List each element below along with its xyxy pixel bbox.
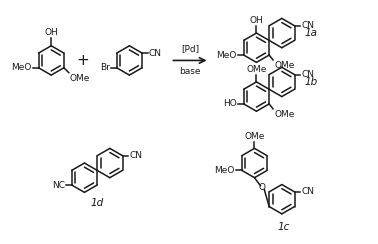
Text: CN: CN [301, 187, 314, 196]
Text: MeO: MeO [217, 51, 237, 60]
Text: OMe: OMe [246, 65, 266, 74]
Text: O: O [259, 183, 266, 192]
Text: +: + [76, 53, 89, 68]
Text: CN: CN [301, 70, 314, 79]
Text: OMe: OMe [274, 110, 294, 119]
Text: base: base [179, 67, 201, 76]
Text: [Pd]: [Pd] [181, 45, 199, 54]
Text: 1b: 1b [304, 77, 318, 87]
Text: 1c: 1c [277, 222, 290, 232]
Text: OH: OH [44, 28, 58, 37]
Text: OMe: OMe [70, 74, 90, 83]
Text: OMe: OMe [274, 61, 294, 70]
Text: 1d: 1d [90, 198, 104, 208]
Text: 1a: 1a [304, 28, 317, 38]
Text: Br: Br [100, 63, 110, 72]
Text: MeO: MeO [11, 63, 32, 72]
Text: HO: HO [223, 99, 237, 108]
Text: NC: NC [52, 181, 65, 190]
Text: MeO: MeO [215, 166, 235, 175]
Text: CN: CN [129, 151, 143, 160]
Text: OMe: OMe [244, 132, 265, 141]
Text: OH: OH [249, 16, 263, 25]
Text: CN: CN [301, 21, 314, 30]
Text: CN: CN [149, 49, 162, 58]
